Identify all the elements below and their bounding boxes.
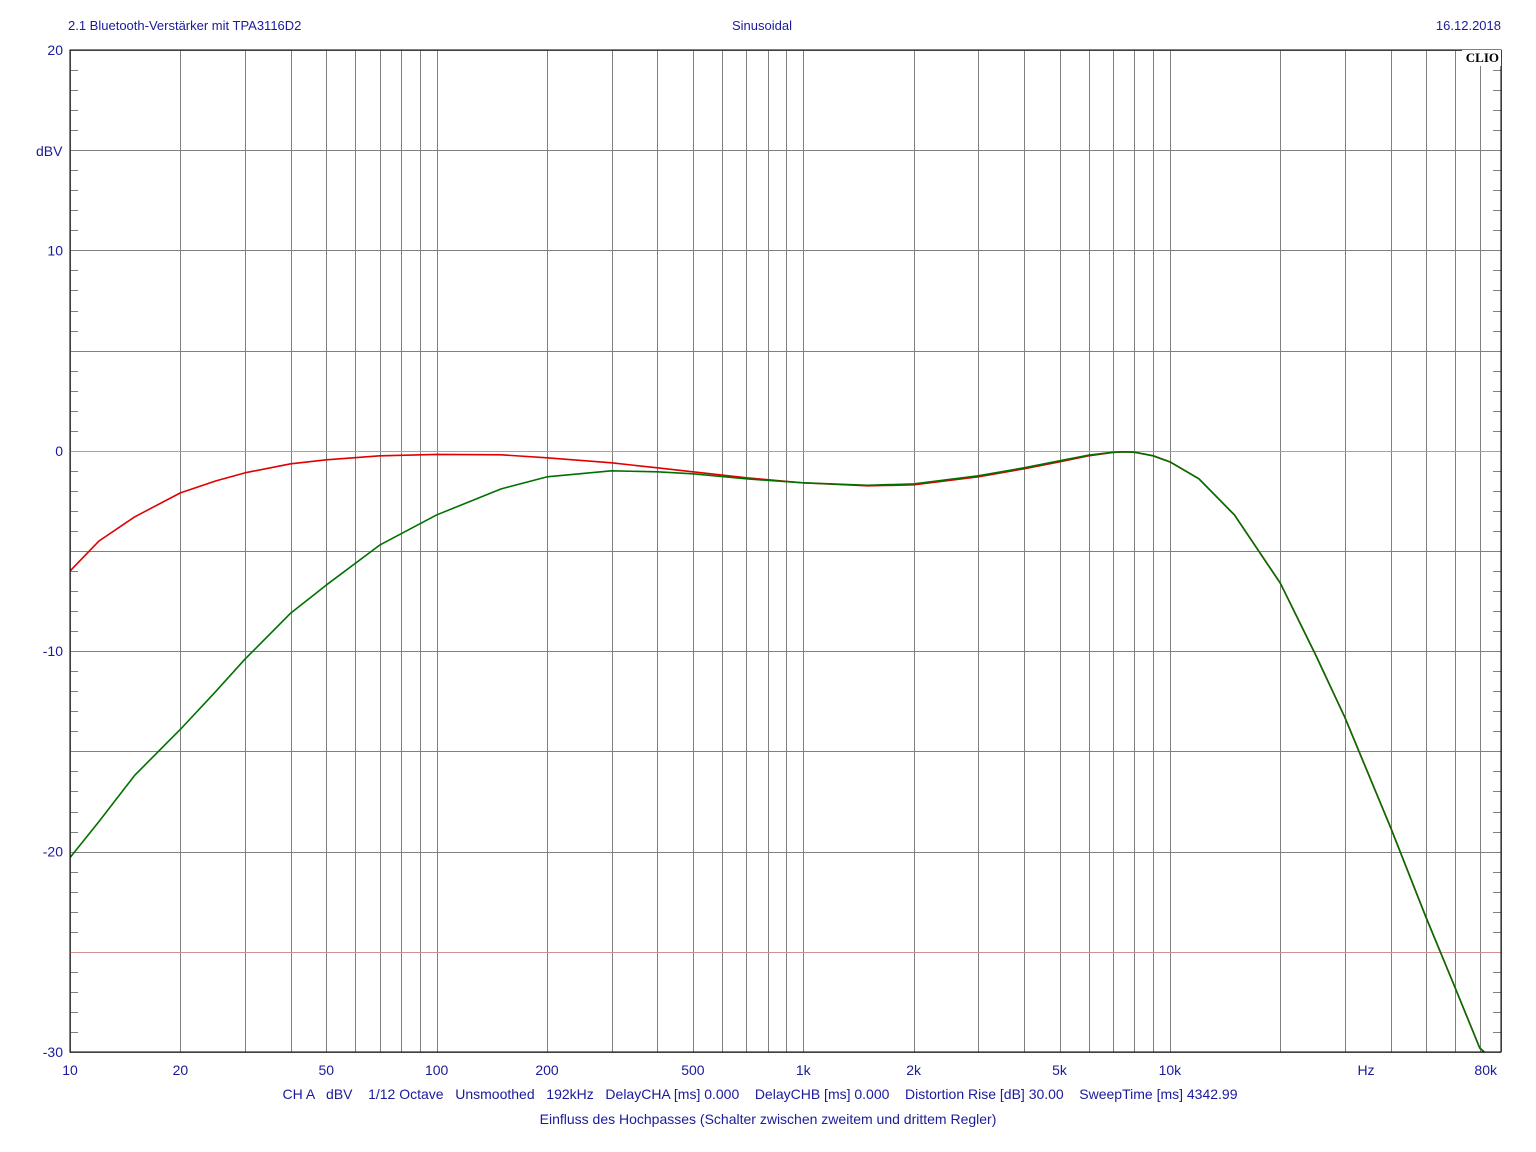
x-tick-label: 5k — [1052, 1062, 1068, 1078]
x-axis-unit: Hz — [1357, 1062, 1374, 1078]
x-tick-label: 20 — [173, 1062, 189, 1078]
x-tick-label: 500 — [681, 1062, 705, 1078]
series-line-2 — [69, 451, 1485, 1053]
series-layer — [69, 451, 1485, 1053]
x-tick-label: 200 — [535, 1062, 559, 1078]
footer-settings: CH A dBV 1/12 Octave Unsmoothed 192kHz D… — [282, 1086, 1237, 1102]
footer-caption: Einfluss des Hochpasses (Schalter zwisch… — [540, 1111, 997, 1127]
clio-logo: CLIO — [1466, 50, 1499, 65]
x-tick-label: 100 — [425, 1062, 449, 1078]
chart-date: 16.12.2018 — [1436, 18, 1501, 33]
x-tick-label: 10k — [1159, 1062, 1183, 1078]
x-tick-label: 1k — [796, 1062, 812, 1078]
y-tick-label: -10 — [43, 643, 63, 659]
x-tick-label: 50 — [318, 1062, 334, 1078]
chart-title: 2.1 Bluetooth-Verstärker mit TPA3116D2 — [68, 18, 301, 33]
y-tick-label: -20 — [43, 844, 63, 860]
logo-background — [1462, 50, 1501, 66]
x-tick-label: 80k — [1474, 1062, 1498, 1078]
y-tick-label: 20 — [47, 42, 63, 58]
y-axis-unit: dBV — [36, 143, 63, 159]
plot-frame — [69, 49, 1502, 1053]
x-tick-label: 2k — [906, 1062, 922, 1078]
y-tick-label: 10 — [47, 242, 63, 258]
y-tick-label: -30 — [43, 1044, 63, 1060]
y-tick-label: 0 — [55, 443, 63, 459]
x-tick-label: 10 — [62, 1062, 78, 1078]
chart-subtitle: Sinusoidal — [732, 18, 792, 33]
